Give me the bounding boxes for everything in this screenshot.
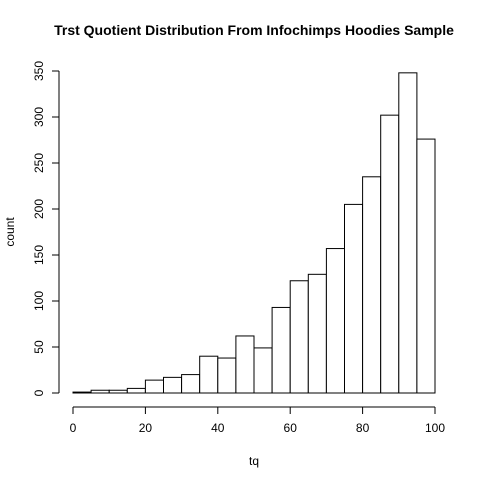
histogram-bar: [253, 347, 273, 394]
histogram-bar: [72, 391, 92, 394]
histogram-bar: [126, 387, 146, 394]
histogram-bar: [289, 280, 309, 394]
x-tick-label: 60: [284, 421, 298, 435]
histogram-bar: [416, 138, 436, 394]
y-tick-label: 250: [32, 153, 46, 173]
histogram-bar: [90, 389, 110, 394]
chart-title: Trst Quotient Distribution From Infochim…: [54, 22, 454, 38]
x-tick-label: 40: [211, 421, 225, 435]
histogram-bar: [235, 335, 255, 394]
histogram-bar: [217, 357, 237, 394]
histogram-bar: [344, 203, 364, 394]
y-tick-label: 200: [32, 199, 46, 219]
histogram-bar: [181, 374, 201, 394]
x-tick-label: 0: [70, 421, 77, 435]
y-tick-label: 100: [32, 291, 46, 311]
y-tick-label: 350: [32, 61, 46, 81]
x-tick-label: 20: [139, 421, 153, 435]
histogram-bar: [271, 306, 291, 394]
histogram-bar: [325, 248, 345, 394]
x-tick-label: 80: [356, 421, 370, 435]
y-axis-label: count: [3, 217, 17, 247]
histogram-bar: [362, 176, 382, 394]
y-tick-label: 0: [32, 389, 46, 396]
y-tick-label: 150: [32, 245, 46, 265]
histogram-bar: [380, 114, 400, 394]
histogram-bar: [144, 379, 164, 394]
x-tick-label: 100: [425, 421, 445, 435]
x-axis-label: tq: [249, 454, 259, 468]
histogram-bar: [199, 355, 219, 394]
y-tick-label: 50: [32, 340, 46, 354]
x-axis: 0 20 40 60 80 100: [70, 406, 445, 435]
histogram-bar: [398, 72, 418, 394]
y-tick-label: 300: [32, 107, 46, 127]
bars-group: [72, 72, 436, 394]
histogram-bar: [108, 389, 128, 394]
y-axis: 0 50 100 150 200 250 300 350: [32, 61, 60, 396]
histogram-bar: [163, 376, 183, 394]
histogram-bar: [307, 273, 327, 394]
